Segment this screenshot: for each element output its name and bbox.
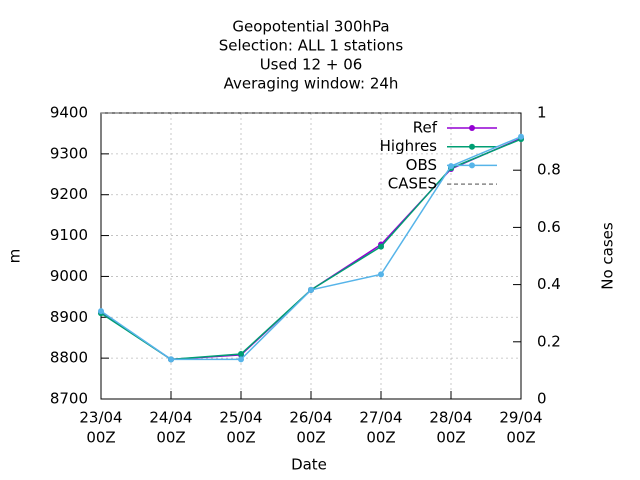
plot-border xyxy=(100,112,522,400)
x-axis-label: Date xyxy=(291,456,327,474)
point xyxy=(518,133,524,140)
legend-label: Ref xyxy=(413,119,438,137)
x-tick-label: 23/04 xyxy=(79,409,122,427)
y2-tick-label: 1 xyxy=(537,104,547,122)
x-tick-label: 24/04 xyxy=(149,409,192,427)
point xyxy=(308,286,314,293)
y-tick-label: 9300 xyxy=(50,144,88,162)
x-tick-label: 26/04 xyxy=(289,409,332,427)
x-tick-label: 00Z xyxy=(86,429,115,447)
y-tick-label: 9000 xyxy=(50,267,88,285)
y2-axis-label: No cases xyxy=(599,222,617,290)
y-tick-label: 8700 xyxy=(50,390,88,408)
legend-label: OBS xyxy=(406,156,437,174)
point xyxy=(378,271,384,278)
x-tick-label: 00Z xyxy=(366,429,395,447)
y2-tick-label: 0.6 xyxy=(537,218,561,236)
chart-title: Geopotential 300hPa xyxy=(232,18,389,36)
point xyxy=(238,356,244,363)
legend-point xyxy=(469,143,475,150)
y2-tick-label: 0.4 xyxy=(537,275,561,293)
chart-title: Selection: ALL 1 stations xyxy=(219,37,404,55)
y-tick-label: 9200 xyxy=(50,185,88,203)
x-tick-label: 00Z xyxy=(156,429,185,447)
x-tick-label: 25/04 xyxy=(219,409,262,427)
legend-label: Highres xyxy=(380,137,438,155)
chart-title: Averaging window: 24h xyxy=(224,75,399,93)
point xyxy=(168,356,174,363)
point xyxy=(238,351,244,358)
y2-tick-label: 0.2 xyxy=(537,332,561,350)
x-tick-label: 00Z xyxy=(436,429,465,447)
y2-tick-label: 0.8 xyxy=(537,161,561,179)
point xyxy=(98,308,104,315)
y-tick-label: 8900 xyxy=(50,308,88,326)
y-axis-label: m xyxy=(6,249,24,264)
y-tick-label: 9400 xyxy=(50,104,88,122)
x-tick-label: 28/04 xyxy=(429,409,472,427)
legend-point xyxy=(469,125,475,131)
x-tick-label: 00Z xyxy=(296,429,325,447)
legend-label: CASES xyxy=(388,175,437,193)
point xyxy=(378,243,384,250)
x-tick-label: 00Z xyxy=(226,429,255,447)
y2-tick-label: 0 xyxy=(537,390,547,408)
legend-point xyxy=(469,162,475,169)
y-tick-label: 9100 xyxy=(50,226,88,244)
x-tick-label: 27/04 xyxy=(359,409,402,427)
y-tick-label: 8800 xyxy=(50,349,88,367)
x-tick-label: 29/04 xyxy=(499,409,542,427)
x-tick-label: 00Z xyxy=(506,429,535,447)
chart-title: Used 12 + 06 xyxy=(260,56,363,74)
